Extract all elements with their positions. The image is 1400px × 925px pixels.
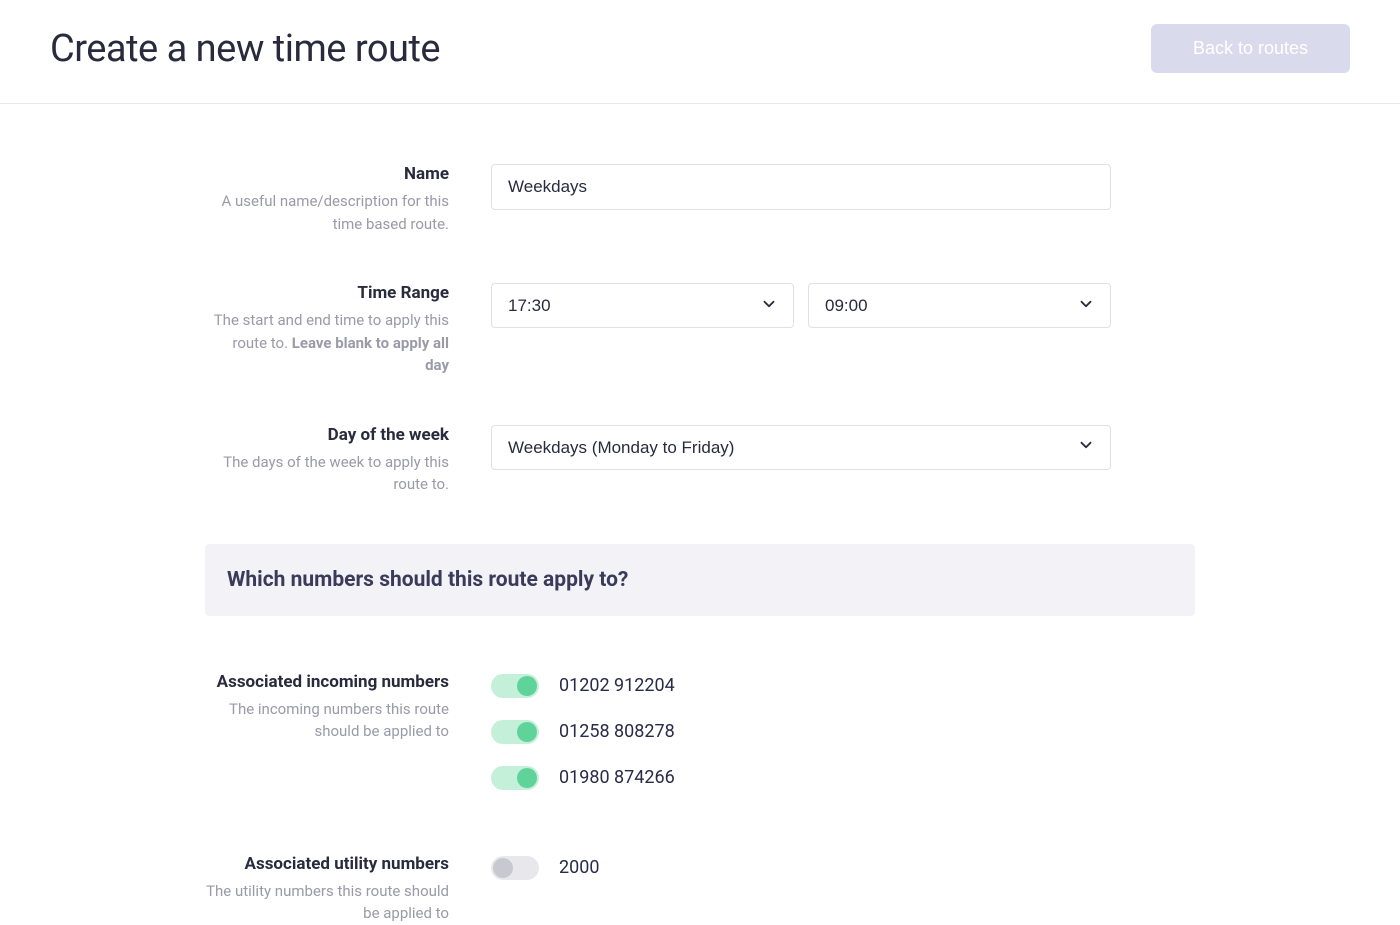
day-select-wrapper: Weekdays (Monday to Friday)	[491, 425, 1111, 470]
label-column: Associated incoming numbers The incoming…	[205, 672, 491, 812]
toggle-knob	[517, 676, 537, 696]
label-column: Day of the week The days of the week to …	[205, 425, 491, 496]
input-column: Weekdays (Monday to Friday)	[491, 425, 1195, 496]
time-range-group: 17:30 09:00	[491, 283, 1195, 328]
numbers-section-header: Which numbers should this route apply to…	[205, 544, 1195, 616]
toggle-knob	[517, 722, 537, 742]
start-time-select[interactable]: 17:30	[491, 283, 794, 328]
label-column: Associated utility numbers The utility n…	[205, 854, 491, 925]
number-toggle[interactable]	[491, 766, 539, 790]
time-range-description-bold: Leave blank to apply all day	[292, 334, 449, 375]
utility-numbers-label: Associated utility numbers	[205, 854, 449, 874]
day-of-week-row: Day of the week The days of the week to …	[205, 425, 1195, 496]
numbers-section-title: Which numbers should this route apply to…	[227, 568, 1173, 592]
toggle-knob	[517, 768, 537, 788]
end-time-select-wrapper: 09:00	[808, 283, 1111, 328]
form-container: Name A useful name/description for this …	[205, 104, 1195, 925]
back-to-routes-button[interactable]: Back to routes	[1151, 24, 1350, 73]
incoming-numbers-row: Associated incoming numbers The incoming…	[205, 672, 1195, 812]
time-range-description: The start and end time to apply this rou…	[205, 309, 449, 377]
page-title: Create a new time route	[50, 27, 440, 71]
day-of-week-label: Day of the week	[205, 425, 449, 445]
number-toggle-row: 01258 808278	[491, 720, 1195, 744]
label-column: Name A useful name/description for this …	[205, 164, 491, 235]
number-value: 2000	[559, 857, 599, 878]
start-time-select-wrapper: 17:30	[491, 283, 794, 328]
page-header: Create a new time route Back to routes	[0, 0, 1400, 104]
name-input[interactable]	[491, 164, 1111, 210]
number-toggle-row: 2000	[491, 856, 1195, 880]
utility-numbers-description: The utility numbers this route should be…	[205, 880, 449, 925]
number-value: 01980 874266	[559, 767, 675, 788]
toggle-knob	[493, 858, 513, 878]
incoming-numbers-description: The incoming numbers this route should b…	[205, 698, 449, 743]
end-time-select[interactable]: 09:00	[808, 283, 1111, 328]
name-label: Name	[205, 164, 449, 184]
number-value: 01202 912204	[559, 675, 675, 696]
name-description: A useful name/description for this time …	[205, 190, 449, 235]
number-value: 01258 808278	[559, 721, 675, 742]
time-range-label: Time Range	[205, 283, 449, 303]
input-column	[491, 164, 1195, 235]
label-column: Time Range The start and end time to app…	[205, 283, 491, 377]
utility-numbers-row: Associated utility numbers The utility n…	[205, 854, 1195, 925]
number-toggle-row: 01202 912204	[491, 674, 1195, 698]
time-range-row: Time Range The start and end time to app…	[205, 283, 1195, 377]
number-toggle[interactable]	[491, 720, 539, 744]
number-toggle[interactable]	[491, 856, 539, 880]
incoming-numbers-list: 01202 912204 01258 808278 01980 874266	[491, 672, 1195, 812]
name-row: Name A useful name/description for this …	[205, 164, 1195, 235]
day-of-week-select[interactable]: Weekdays (Monday to Friday)	[491, 425, 1111, 470]
incoming-numbers-label: Associated incoming numbers	[205, 672, 449, 692]
input-column: 17:30 09:00	[491, 283, 1195, 377]
number-toggle[interactable]	[491, 674, 539, 698]
utility-numbers-list: 2000	[491, 854, 1195, 925]
number-toggle-row: 01980 874266	[491, 766, 1195, 790]
day-of-week-description: The days of the week to apply this route…	[205, 451, 449, 496]
